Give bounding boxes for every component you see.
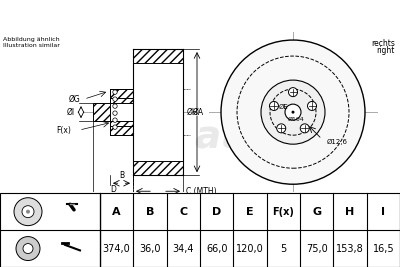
Text: 34,4: 34,4	[172, 244, 194, 254]
Circle shape	[113, 90, 117, 94]
Text: 374,0: 374,0	[103, 244, 130, 254]
Text: C (MTH): C (MTH)	[186, 187, 217, 196]
Text: ate: ate	[194, 118, 266, 156]
Bar	[110, 98, 133, 103]
Circle shape	[300, 124, 309, 133]
Circle shape	[288, 88, 298, 97]
Circle shape	[308, 101, 316, 111]
Text: ØA: ØA	[192, 108, 204, 117]
Text: Ø12,6: Ø12,6	[327, 139, 348, 145]
Text: D: D	[110, 185, 116, 194]
Text: F(x): F(x)	[56, 126, 71, 135]
Circle shape	[292, 111, 294, 114]
Text: 75,0: 75,0	[306, 244, 328, 254]
Text: 120,0: 120,0	[236, 244, 264, 254]
Text: 66,0: 66,0	[206, 244, 228, 254]
Circle shape	[113, 125, 117, 129]
Bar	[0, 193, 100, 267]
Text: H: H	[345, 207, 355, 217]
Circle shape	[113, 97, 117, 101]
Circle shape	[26, 210, 30, 214]
Circle shape	[113, 104, 117, 108]
Text: A: A	[112, 207, 121, 217]
Circle shape	[14, 198, 42, 226]
Circle shape	[270, 101, 278, 111]
Bar	[110, 103, 133, 121]
Circle shape	[113, 111, 117, 115]
Bar	[133, 161, 183, 175]
Text: rechts: rechts	[371, 39, 395, 48]
Text: ØI: ØI	[67, 108, 75, 117]
Text: B: B	[119, 171, 124, 180]
Text: G: G	[312, 207, 321, 217]
Circle shape	[23, 244, 33, 254]
Text: Illustration similar: Illustration similar	[3, 43, 60, 48]
Bar	[133, 63, 183, 161]
Circle shape	[285, 104, 301, 120]
Text: right: right	[377, 46, 395, 55]
Text: ØG: ØG	[68, 95, 80, 104]
Text: I: I	[381, 207, 385, 217]
Circle shape	[261, 80, 325, 144]
Text: F(x): F(x)	[272, 207, 294, 217]
Text: 5: 5	[280, 244, 286, 254]
Text: ØH: ØH	[187, 108, 199, 117]
Bar	[110, 121, 133, 126]
Text: D: D	[212, 207, 221, 217]
Text: B: B	[146, 207, 154, 217]
Text: E: E	[246, 207, 254, 217]
Text: Ø104: Ø104	[288, 117, 304, 122]
Text: 24.0136-0120.2: 24.0136-0120.2	[123, 9, 257, 23]
Bar	[110, 89, 133, 98]
Circle shape	[16, 237, 40, 261]
Text: 16,5: 16,5	[372, 244, 394, 254]
Text: 153,8: 153,8	[336, 244, 364, 254]
Text: Abbildung ähnlich: Abbildung ähnlich	[3, 37, 60, 42]
Bar	[93, 103, 110, 121]
Circle shape	[221, 40, 365, 184]
Text: ØE: ØE	[279, 104, 289, 110]
Bar	[100, 193, 400, 267]
Text: 36,0: 36,0	[139, 244, 161, 254]
Text: C: C	[179, 207, 187, 217]
Text: 436120: 436120	[298, 9, 362, 23]
Circle shape	[277, 124, 286, 133]
Circle shape	[22, 206, 34, 218]
Bar	[133, 49, 183, 63]
Circle shape	[113, 118, 117, 122]
Bar	[110, 126, 133, 135]
